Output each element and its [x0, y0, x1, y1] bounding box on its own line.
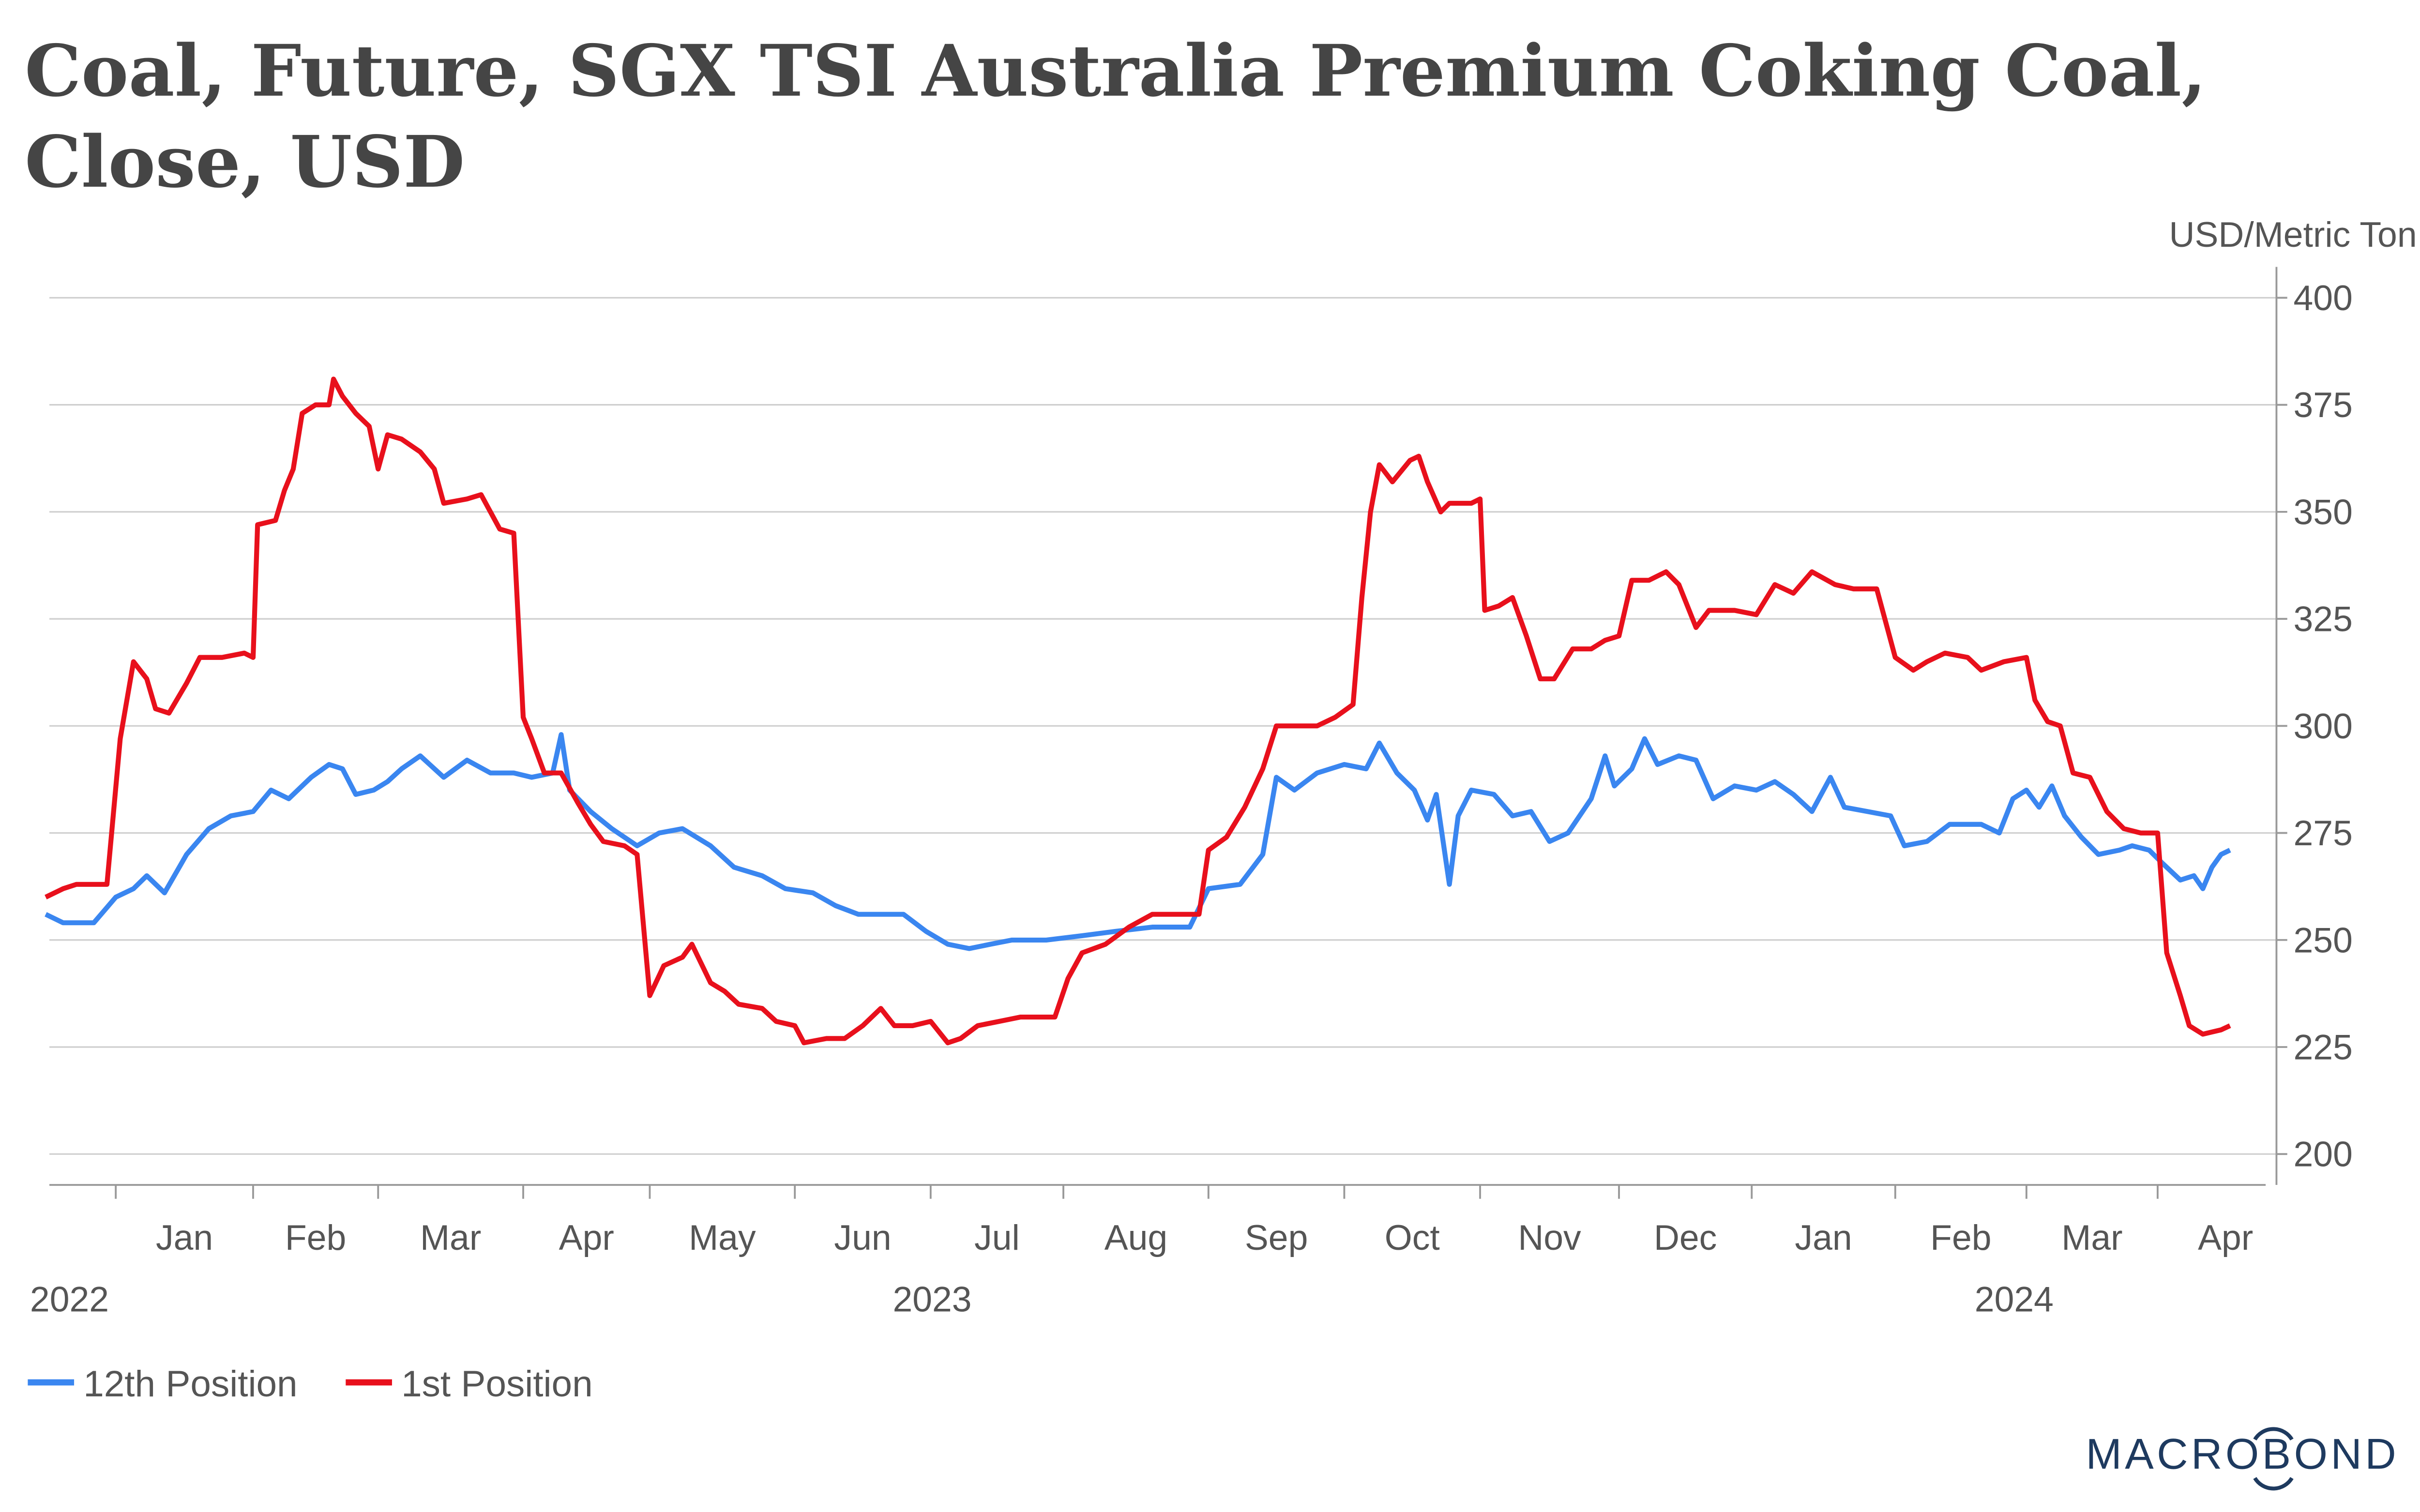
x-tick-label: Sep — [1245, 1218, 1308, 1258]
x-tick-label: May — [689, 1218, 756, 1258]
x-tick-label: Jan — [1795, 1218, 1852, 1258]
x-tick-label: Mar — [420, 1218, 481, 1258]
series-line-1st-position — [45, 376, 2231, 1046]
y-tick-label: 375 — [2294, 385, 2353, 425]
x-tick-label: Feb — [1930, 1218, 1991, 1258]
legend: 12th Position 1st Position — [28, 1363, 593, 1405]
svg-text:MACROBOND: MACROBOND — [2086, 1430, 2400, 1478]
y-tick-label: 350 — [2294, 492, 2353, 532]
y-tick-labels: 200 225 250 275 300 325 350 375 400 — [2294, 278, 2353, 1174]
series-line-12th-position — [45, 732, 2231, 951]
x-tick-label: Apr — [2198, 1218, 2253, 1258]
x-year-label: 2024 — [1975, 1279, 2054, 1319]
x-tick-labels: Jan Feb Mar Apr May Jun Jul Aug Sep Oct Nov Dec Jan F… — [30, 1184, 2253, 1319]
y-tick-label: 250 — [2294, 920, 2353, 960]
x-tick-label: Mar — [2061, 1218, 2122, 1258]
x-tick-label: Oct — [1385, 1218, 1440, 1258]
chart-title-line2: Close, USD — [25, 120, 465, 204]
y-axis-unit-label: USD/Metric Ton — [2169, 215, 2417, 254]
y-tick-label: 300 — [2294, 706, 2353, 746]
y-tick-label: 400 — [2294, 278, 2353, 318]
macrobond-logo: MACROBOND — [2086, 1427, 2400, 1491]
x-tick-label: Nov — [1518, 1218, 1581, 1258]
x-year-label: 2022 — [30, 1279, 109, 1319]
legend-label-12th-position: 12th Position — [83, 1363, 297, 1405]
chart-title-line1: Coal, Future, SGX TSI Australia Premium … — [25, 29, 2206, 113]
x-tick-label: Jan — [156, 1218, 213, 1258]
x-tick-label: Jul — [974, 1218, 1020, 1258]
axes — [49, 267, 2278, 1186]
x-year-label: 2023 — [892, 1279, 971, 1319]
x-tick-label: Aug — [1104, 1218, 1167, 1258]
x-tick-label: Jun — [834, 1218, 891, 1258]
x-tick-label: Dec — [1654, 1218, 1717, 1258]
y-tick-label: 200 — [2294, 1135, 2353, 1174]
series-lines — [45, 376, 2231, 1046]
x-tick-label: Apr — [559, 1218, 614, 1258]
y-tick-label: 325 — [2294, 599, 2353, 639]
y-tick-label: 225 — [2294, 1027, 2353, 1067]
gridlines — [49, 297, 2287, 1155]
x-tick-label: Feb — [285, 1218, 346, 1258]
legend-label-1st-position: 1st Position — [401, 1363, 593, 1405]
y-tick-label: 275 — [2294, 813, 2353, 853]
